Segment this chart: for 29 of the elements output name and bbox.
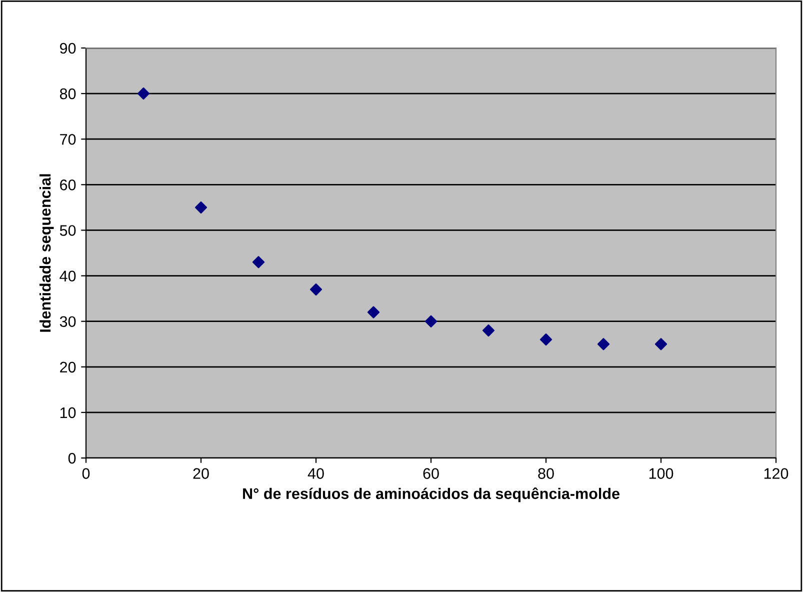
y-tick-label: 10 xyxy=(60,407,76,418)
point xyxy=(252,256,265,268)
y-tick-label: 80 xyxy=(60,88,76,100)
point xyxy=(424,315,438,328)
point xyxy=(194,201,208,214)
point xyxy=(597,338,610,350)
point xyxy=(482,324,495,337)
point xyxy=(137,87,150,100)
x-tick-label: 60 xyxy=(423,468,439,479)
y-tick-label: 50 xyxy=(60,225,76,236)
y-tick-label: 60 xyxy=(60,180,76,190)
x-tick-label: 100 xyxy=(649,468,674,479)
point xyxy=(367,306,380,318)
point xyxy=(654,338,668,350)
y-tick-label: 70 xyxy=(60,134,76,145)
y-tick-label: 20 xyxy=(60,362,76,373)
y-tick-label: 30 xyxy=(60,316,76,328)
point xyxy=(310,283,322,296)
y-axis-title: Identidade sequencial xyxy=(39,174,54,332)
point xyxy=(540,333,552,346)
x-axis-title: N° de resíduos de aminoácidos da sequência-molde xyxy=(243,488,620,502)
y-tick-label: 0 xyxy=(68,452,76,464)
x-tick-label: 80 xyxy=(538,468,554,479)
x-tick-label: 0 xyxy=(82,468,90,479)
x-tick-label: 40 xyxy=(308,468,324,479)
y-tick-label: 40 xyxy=(60,270,76,282)
x-tick-label: 120 xyxy=(764,468,788,479)
y-tick-label: 90 xyxy=(60,42,76,54)
x-tick-label: 20 xyxy=(193,468,209,479)
